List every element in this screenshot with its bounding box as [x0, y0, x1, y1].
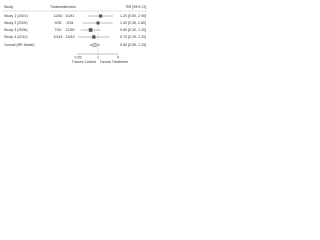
study-label: Study 3 (2008)	[4, 28, 28, 32]
treatment-count: 7/52	[55, 28, 62, 32]
study-label: Study 4 (2012)	[4, 35, 28, 39]
effect-label: 0.60 [0.30, 1.20]	[120, 28, 146, 32]
overall-diamond	[88, 42, 101, 48]
effect-label: 1.00 [0.35, 2.80]	[120, 21, 146, 25]
study-label: Study 1 (2001)	[4, 14, 28, 18]
point-estimate	[92, 35, 96, 39]
point-estimate	[99, 14, 103, 18]
treatment-count: 10/44	[54, 35, 63, 39]
chart: Study Treatment Control RR [95% CI] 0.25…	[3, 5, 147, 64]
column-header: Control	[64, 5, 76, 9]
study-label: Study 2 (2005)	[4, 21, 28, 25]
x-label-right: Favors Treatment	[100, 60, 128, 64]
treatment-count: 12/40	[54, 14, 63, 18]
control-count: 12/50	[66, 28, 75, 32]
column-header: Treatment	[50, 5, 66, 9]
x-label-left: Favors Control	[72, 60, 96, 64]
point-estimate	[88, 28, 93, 32]
point-estimate	[96, 21, 100, 25]
x-tick-label: 4	[117, 55, 119, 59]
effect-label: 0.75 [0.25, 2.20]	[120, 35, 146, 39]
control-count: 13/43	[66, 35, 75, 39]
treatment-count: 9/35	[55, 21, 62, 25]
overall-effect-label: 0.80 [0.55, 1.15]	[120, 43, 146, 47]
control-count: 10/41	[66, 14, 75, 18]
x-tick-label: 1	[97, 55, 99, 59]
x-tick-label: 0.25	[75, 55, 82, 59]
column-header: RR [95% CI]	[126, 5, 146, 9]
page: {"chart_data": { "type": "forest", "colu…	[0, 0, 150, 80]
column-header: Study	[4, 5, 13, 9]
overall-label: Overall (RE Model)	[4, 43, 35, 47]
control-count: 9/34	[67, 21, 74, 25]
effect-label: 1.20 [0.50, 2.90]	[120, 14, 146, 18]
